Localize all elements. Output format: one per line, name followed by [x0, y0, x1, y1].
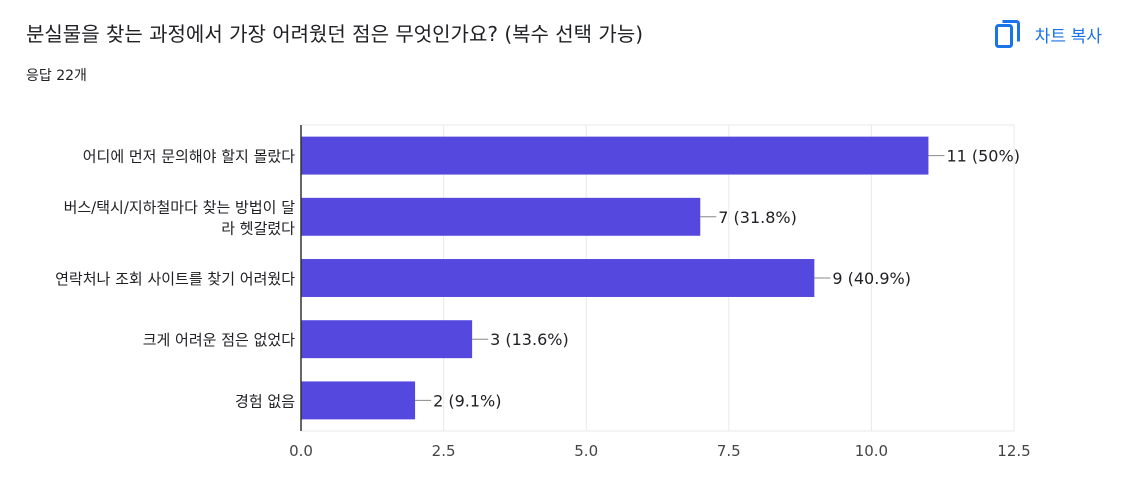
bar[interactable] [301, 259, 815, 297]
x-tick-label: 0.0 [289, 442, 313, 460]
category-label: 라 헷갈렸다 [221, 219, 295, 237]
category-label: 경험 없음 [235, 392, 295, 410]
x-tick-label: 12.5 [997, 442, 1030, 460]
data-label: 9 (40.9%) [832, 269, 911, 288]
category-label: 버스/택시/지하철마다 찾는 방법이 달 [64, 198, 296, 216]
x-tick-label: 10.0 [855, 442, 888, 460]
tick-layer: 0.0 2.5 5.0 7.5 10.0 12.5 [289, 442, 1031, 460]
x-tick-label: 7.5 [717, 442, 741, 460]
category-label: 어디에 먼저 문의해야 할지 몰랐다 [83, 148, 295, 166]
bar[interactable] [301, 381, 416, 420]
data-label: 7 (31.8%) [718, 208, 797, 227]
bar-layer [301, 136, 929, 420]
bar[interactable] [301, 320, 473, 359]
bar[interactable] [301, 136, 929, 175]
x-tick-label: 2.5 [432, 442, 456, 460]
data-label: 11 (50%) [946, 147, 1020, 166]
data-label: 2 (9.1%) [433, 391, 501, 410]
label-layer: 11 (50%) 7 (31.8%) 9 (40.9%) 3 (13.6%) 2 (9.… [415, 147, 1020, 410]
category-label: 연락처나 조회 사이트를 찾기 어려웠다 [55, 270, 295, 288]
category-label: 크게 어려운 점은 없었다 [143, 331, 296, 349]
copy-chart-button[interactable]: 차트 복사 [994, 18, 1102, 50]
copy-chart-label: 차트 복사 [1034, 26, 1102, 46]
chart-header: 분실물을 찾는 과정에서 가장 어려웠던 점은 무엇인가요? (복수 선택 가능… [26, 18, 1106, 58]
response-count: 응답 22개 [26, 68, 87, 84]
copy-icon [994, 19, 1021, 49]
data-label: 3 (13.6%) [490, 330, 569, 349]
question-title: 분실물을 찾는 과정에서 가장 어려웠던 점은 무엇인가요? (복수 선택 가능… [26, 22, 644, 46]
x-tick-label: 5.0 [574, 442, 598, 460]
bar[interactable] [301, 197, 701, 236]
